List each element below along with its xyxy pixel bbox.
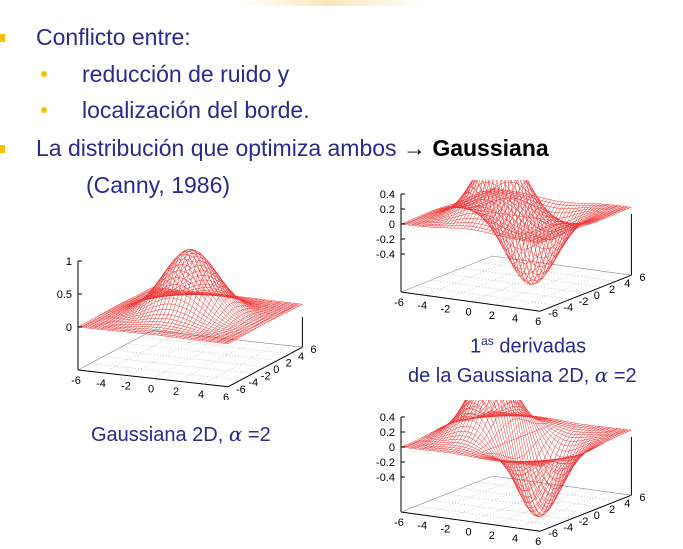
z-tick-label: -0.4 [376, 472, 395, 484]
derivadas-sup: as [481, 334, 494, 348]
y-tick-label: -2 [579, 516, 589, 528]
sub-bullet-ruido: reducción de ruido y [82, 61, 290, 87]
distribucion-text: La distribución que optimiza ambos [36, 135, 397, 161]
z-tick-label: -0.2 [376, 234, 395, 246]
x-tick-label: 2 [489, 530, 495, 542]
bullet-distribucion: La distribución que optimiza ambos → Gau… [36, 135, 549, 162]
x-tick-label: 4 [198, 389, 204, 400]
z-tick-label: 0.2 [380, 427, 395, 439]
x-axis-ticks: -6 -4 -2 0 2 4 6 [71, 375, 229, 400]
y-tick-label: 2 [609, 284, 615, 296]
z-tick-label: 0.2 [380, 204, 395, 216]
x-tick-label: -4 [417, 300, 427, 312]
z-tick-label: -0.2 [376, 457, 395, 469]
z-tick-label: 1 [66, 256, 72, 268]
derivadas-line2-eq: =2 [608, 365, 637, 387]
bullet-marker [0, 145, 5, 153]
sub-bullet-dot [41, 71, 47, 77]
y-tick-label: 6 [639, 272, 645, 284]
sub-bullet-dot [41, 107, 47, 113]
arrow-icon: → [402, 135, 426, 161]
y-tick-label: 0 [594, 510, 600, 522]
derivative-y-surface-plot: 0.40.20-0.2-0.4-6 -4 -2 0 2 4 6-6 -4 -2 0 2 4 6 [376, 180, 646, 328]
z-tick-label: 0 [389, 219, 395, 231]
bullet-conflicto: Conflicto entre: [36, 24, 191, 50]
z-tick-label: 0 [389, 442, 395, 454]
x-tick-label: 6 [535, 316, 541, 328]
y-tick-label: 4 [624, 278, 630, 290]
z-tick-label: -0.4 [376, 249, 395, 261]
citation: (Canny, 1986) [86, 172, 231, 198]
x-tick-label: -6 [394, 297, 404, 309]
alpha-symbol: α [594, 363, 609, 387]
x-tick-label: -4 [417, 520, 427, 532]
x-tick-label: 6 [223, 392, 229, 400]
bullet-marker [0, 34, 5, 42]
y-tick-label: 2 [286, 357, 292, 369]
x-tick-label: 0 [466, 307, 472, 319]
plot-frame [400, 417, 632, 532]
z-tick-label: 0.5 [57, 289, 72, 301]
caption-derivadas-line1: 1as derivadas [470, 334, 586, 359]
y-tick-label: -6 [236, 384, 246, 396]
y-tick-label: -4 [563, 302, 573, 314]
x-tick-label: 2 [173, 386, 179, 398]
x-tick-label: 0 [148, 383, 154, 395]
x-tick-label: 4 [512, 533, 518, 545]
y-tick-label: -6 [548, 308, 558, 320]
y-tick-label: 4 [624, 498, 630, 510]
derivadas-line2-text: de la Gaussiana 2D, [408, 365, 595, 387]
surface-mesh [400, 400, 632, 518]
top-decoration [240, 0, 420, 6]
x-tick-label: -2 [121, 381, 131, 393]
derivadas-rest: derivadas [493, 335, 587, 358]
y-tick-label: 6 [639, 492, 645, 504]
caption-derivadas-line2: de la Gaussiana 2D, α =2 [408, 363, 637, 388]
gaussiana-strong: Gaussiana [432, 135, 549, 161]
surface-mesh [77, 249, 303, 345]
x-tick-label: -6 [394, 517, 404, 529]
z-axis-ticks: 10.50 [57, 256, 82, 334]
sub-bullet-borde: localización del borde. [82, 97, 310, 123]
caption-gaussiana-text: Gaussiana 2D, [91, 424, 229, 446]
alpha-symbol: α [228, 422, 243, 446]
plot-frame [77, 261, 303, 388]
surface-mesh [400, 180, 632, 285]
x-tick-label: -2 [441, 523, 451, 535]
x-tick-label: 4 [512, 313, 518, 325]
caption-gaussiana-eq: =2 [242, 424, 271, 446]
y-tick-label: 2 [609, 504, 615, 516]
y-tick-label: -4 [563, 522, 573, 534]
y-tick-label: 0 [273, 364, 279, 376]
x-axis-ticks: -6 -4 -2 0 2 4 6 [394, 297, 541, 328]
z-tick-label: 0.4 [380, 412, 395, 424]
y-tick-label: 6 [310, 344, 316, 356]
x-tick-label: -4 [96, 378, 106, 390]
derivative-x-surface-plot: 0.40.20-0.2-0.4-6 -4 -2 0 2 4 6-6 -4 -2 0 2 4 6 [376, 400, 646, 548]
y-tick-label: -6 [548, 528, 558, 540]
y-tick-label: 0 [594, 290, 600, 302]
x-tick-label: -2 [441, 303, 451, 315]
z-tick-label: 0 [66, 322, 72, 334]
y-tick-label: 4 [298, 351, 304, 363]
x-tick-label: 2 [489, 310, 495, 322]
z-tick-label: 0.4 [380, 189, 395, 201]
x-tick-label: 6 [535, 536, 541, 548]
z-axis-ticks: 0.4 0.2 0 -0.2 -0.4 [376, 412, 405, 484]
y-tick-label: -4 [248, 377, 258, 389]
caption-gaussiana: Gaussiana 2D, α =2 [91, 422, 271, 447]
y-tick-label: -2 [261, 371, 271, 383]
y-tick-label: -2 [579, 296, 589, 308]
derivadas-num: 1 [470, 335, 482, 358]
x-tick-label: 0 [466, 527, 472, 539]
z-axis-ticks: 0.4 0.2 0 -0.2 -0.4 [376, 189, 405, 261]
x-axis-ticks: -6 -4 -2 0 2 4 6 [394, 517, 541, 548]
x-tick-label: -6 [71, 375, 81, 387]
